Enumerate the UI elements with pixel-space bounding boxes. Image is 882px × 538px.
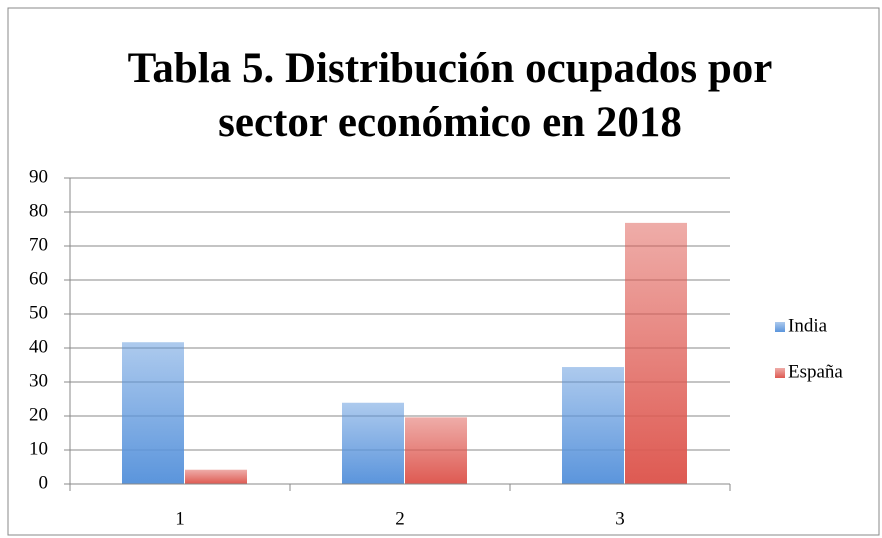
y-tick-label: 30 xyxy=(29,370,48,391)
y-tick-label: 20 xyxy=(29,404,48,425)
bar xyxy=(185,469,247,484)
bar xyxy=(122,342,184,484)
bar xyxy=(405,417,467,484)
legend-label: España xyxy=(788,361,843,382)
y-tick-label: 60 xyxy=(29,268,48,289)
legend-swatch xyxy=(775,322,785,332)
x-tick-label: 2 xyxy=(395,508,405,529)
bar xyxy=(562,367,624,484)
y-tick-label: 80 xyxy=(29,200,48,221)
y-tick-label: 50 xyxy=(29,302,48,323)
y-tick-label: 40 xyxy=(29,336,48,357)
legend-label: India xyxy=(788,315,828,336)
y-tick-label: 70 xyxy=(29,234,48,255)
x-tick-label: 3 xyxy=(615,508,625,529)
y-tick-label: 0 xyxy=(39,472,49,493)
legend-swatch xyxy=(775,368,785,378)
chart-title: Tabla 5. Distribución ocupados por secto… xyxy=(127,45,773,146)
x-tick-label: 1 xyxy=(175,508,185,529)
y-tick-label: 90 xyxy=(29,166,48,187)
bar xyxy=(342,402,404,484)
bar xyxy=(625,222,687,484)
y-tick-label: 10 xyxy=(29,438,48,459)
